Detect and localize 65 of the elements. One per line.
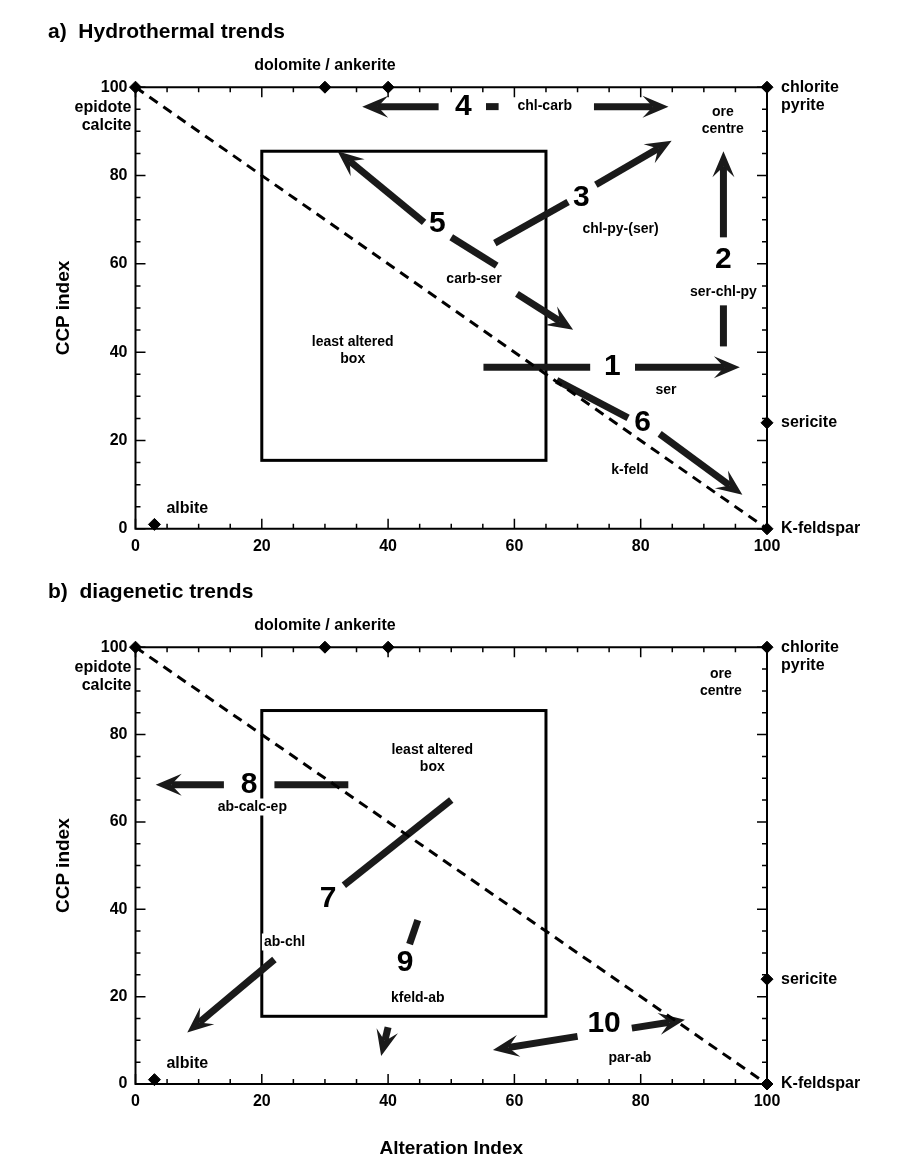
annotation: 5 (429, 205, 446, 239)
annotation: 2 (715, 241, 732, 275)
annotation: least altered box (311, 332, 394, 366)
x-tick-label: 100 (753, 1092, 781, 1110)
x-tick-label: 80 (631, 536, 650, 554)
x-tick-label: 100 (753, 536, 781, 554)
y-tick-label: 20 (109, 430, 128, 448)
annotation: ore centre (701, 102, 745, 136)
annotation: carb-ser (446, 269, 503, 286)
annotation: 10 (587, 1005, 621, 1039)
annotation: par-ab (608, 1049, 652, 1066)
y-axis-title: CCP index (51, 260, 73, 356)
x-tick-label: 0 (131, 536, 141, 554)
annotation: 8 (240, 766, 258, 800)
x-tick-label: 20 (252, 536, 271, 554)
annotation: ore centre (699, 664, 743, 698)
x-tick-label: 20 (252, 1092, 271, 1110)
y-axis-title: CCP index (51, 817, 73, 913)
annotation: 6 (634, 404, 651, 438)
data-label: epidote calcite (74, 657, 132, 693)
data-label: sericite (781, 969, 838, 987)
data-label: chlorite pyrite (781, 77, 839, 113)
annotation: 3 (572, 178, 590, 212)
annotation: 4 (454, 87, 472, 121)
annotation: ab-chl (263, 932, 306, 949)
x-tick-label: 40 (379, 1092, 398, 1110)
y-tick-label: 100 (100, 637, 128, 655)
data-label: chlorite pyrite (781, 637, 839, 673)
data-label: albite (166, 1054, 209, 1072)
chart-title: a) Hydrothermal trends (48, 19, 285, 43)
data-label: albite (166, 498, 209, 516)
annotation: ser-chl-py (689, 282, 758, 299)
y-tick-label: 20 (109, 987, 128, 1005)
y-tick-label: 60 (109, 254, 128, 272)
annotation: k-feld (611, 461, 649, 478)
y-tick-label: 80 (109, 165, 128, 183)
data-label: K-feldspar (781, 1074, 861, 1092)
x-tick-label: 80 (631, 1092, 650, 1110)
x-tick-label: 0 (131, 1092, 141, 1110)
annotation: 1 (603, 348, 621, 382)
x-tick-label: 60 (505, 1092, 524, 1110)
data-label: dolomite / ankerite (254, 615, 396, 633)
y-tick-label: 0 (118, 519, 128, 537)
annotation: kfeld-ab (390, 988, 445, 1005)
data-label: K-feldspar (781, 519, 861, 537)
y-tick-label: 60 (109, 812, 128, 830)
y-tick-label: 40 (109, 899, 128, 917)
data-label: dolomite / ankerite (254, 55, 396, 73)
x-tick-label: 40 (379, 536, 398, 554)
x-tick-label: 60 (505, 536, 524, 554)
annotation: ab-calc-ep (217, 797, 287, 814)
x-axis-title: Alteration Index (379, 1136, 524, 1158)
annotation: 9 (396, 943, 414, 977)
annotation: chl-py-(ser) (582, 220, 659, 237)
chart-title: b) diagenetic trends (48, 579, 254, 603)
annotation: ser (655, 380, 678, 397)
y-tick-label: 100 (100, 77, 128, 95)
y-tick-label: 80 (109, 724, 128, 742)
y-tick-label: 0 (118, 1074, 128, 1092)
data-label: epidote calcite (74, 97, 132, 133)
data-label: sericite (781, 413, 838, 431)
y-tick-label: 40 (109, 342, 128, 360)
annotation: 7 (319, 880, 337, 914)
annotation: chl-carb (517, 97, 572, 114)
annotation: least altered box (391, 741, 474, 775)
